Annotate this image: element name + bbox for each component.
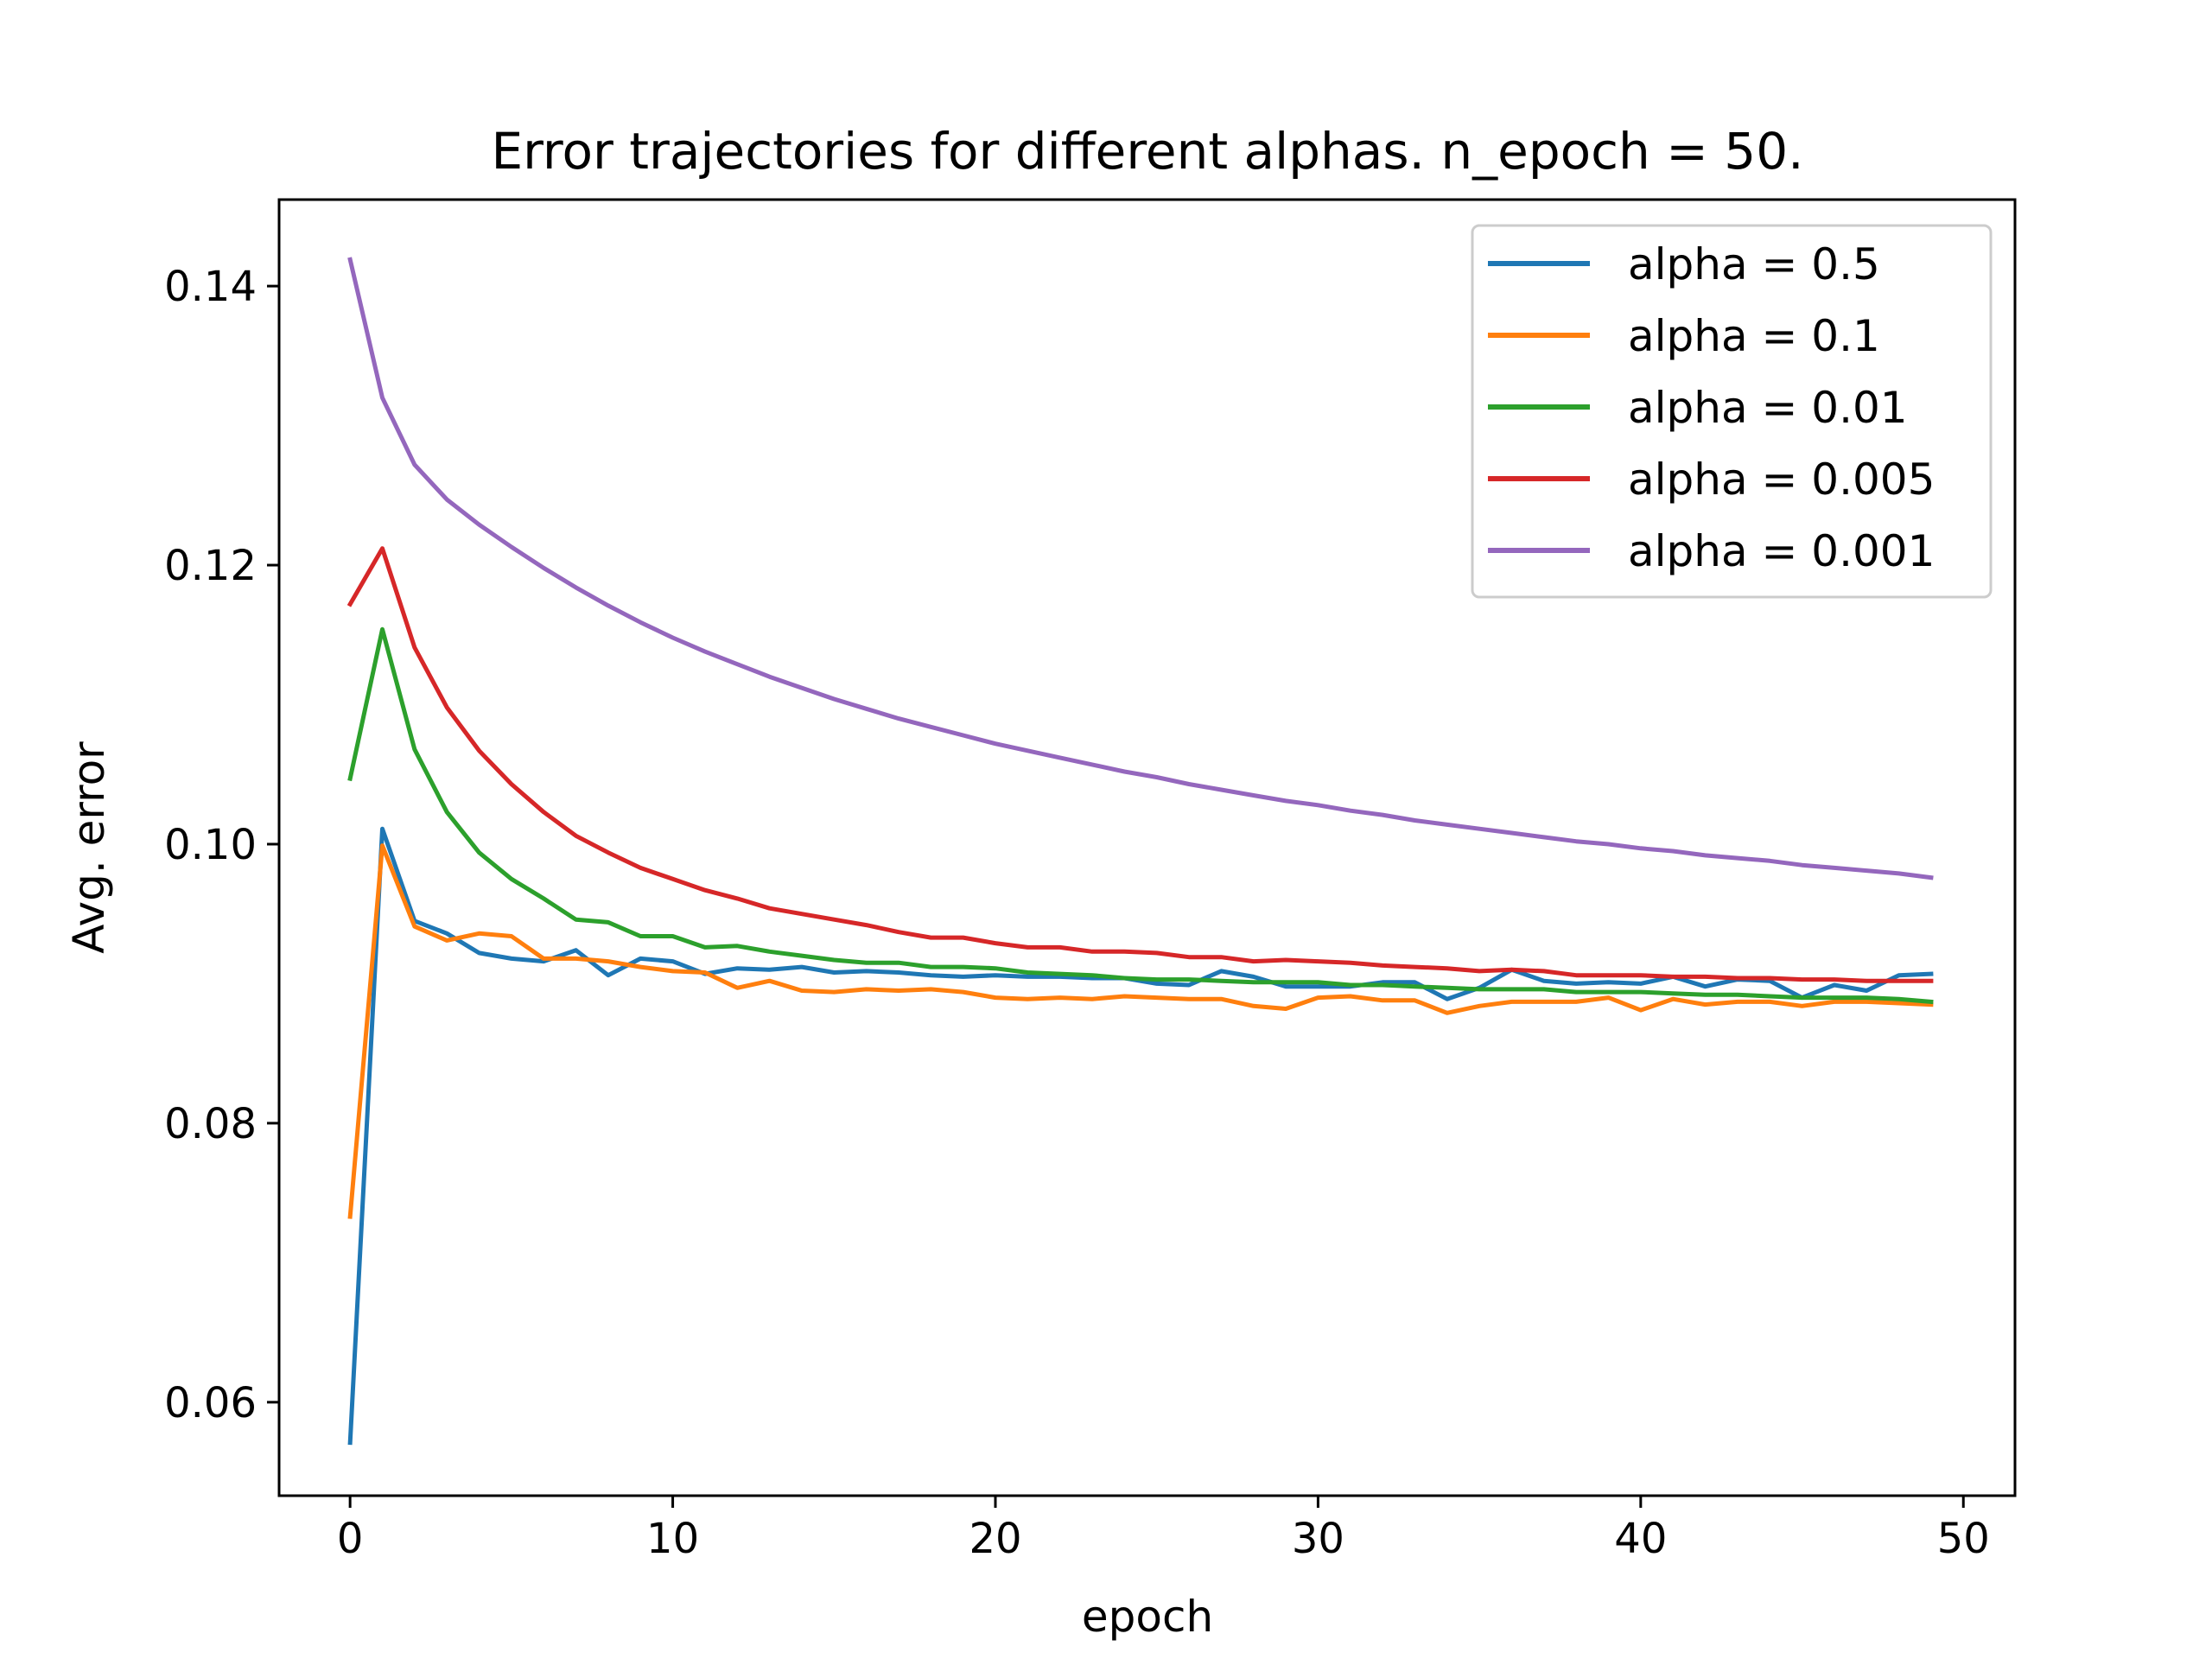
chart-title: Error trajectories for different alphas.…: [491, 122, 1803, 181]
y-axis-label: Avg. error: [64, 741, 114, 954]
legend-label-1: alpha = 0.5: [1628, 239, 1880, 289]
x-tick-label: 10: [646, 1515, 699, 1563]
x-axis-label: epoch: [1082, 1592, 1213, 1642]
x-tick-label: 30: [1292, 1515, 1344, 1563]
series-lines: [346, 257, 1934, 1446]
y-tick-label: 0.08: [164, 1100, 257, 1148]
x-axis-ticks: 0 10 20 30 40 50: [337, 1496, 1990, 1563]
y-axis-ticks: 0.06 0.08 0.10 0.12 0.14: [164, 263, 279, 1427]
legend-box: [1471, 224, 1993, 599]
series-line-5: [347, 257, 1934, 880]
legend-label-4: alpha = 0.005: [1628, 454, 1935, 505]
y-tick-label: 0.06: [164, 1379, 257, 1427]
x-tick-label: 50: [1937, 1515, 1990, 1563]
plot-frame: [277, 198, 2017, 1497]
series-line-4: [346, 546, 1934, 983]
y-tick-label: 0.12: [164, 542, 257, 590]
series-line-2: [347, 843, 1934, 1219]
legend: alpha = 0.5 alpha = 0.1 alpha = 0.01 alpha …: [1471, 224, 1993, 599]
legend-label-3: alpha = 0.01: [1628, 383, 1908, 433]
x-tick-label: 20: [969, 1515, 1021, 1563]
series-line-3: [347, 626, 1934, 1005]
legend-label-5: alpha = 0.001: [1628, 526, 1935, 576]
x-tick-label: 0: [337, 1515, 364, 1563]
y-tick-label: 0.10: [164, 821, 257, 869]
y-tick-label: 0.14: [164, 263, 257, 311]
legend-label-2: alpha = 0.1: [1628, 311, 1880, 361]
x-tick-label: 40: [1614, 1515, 1667, 1563]
